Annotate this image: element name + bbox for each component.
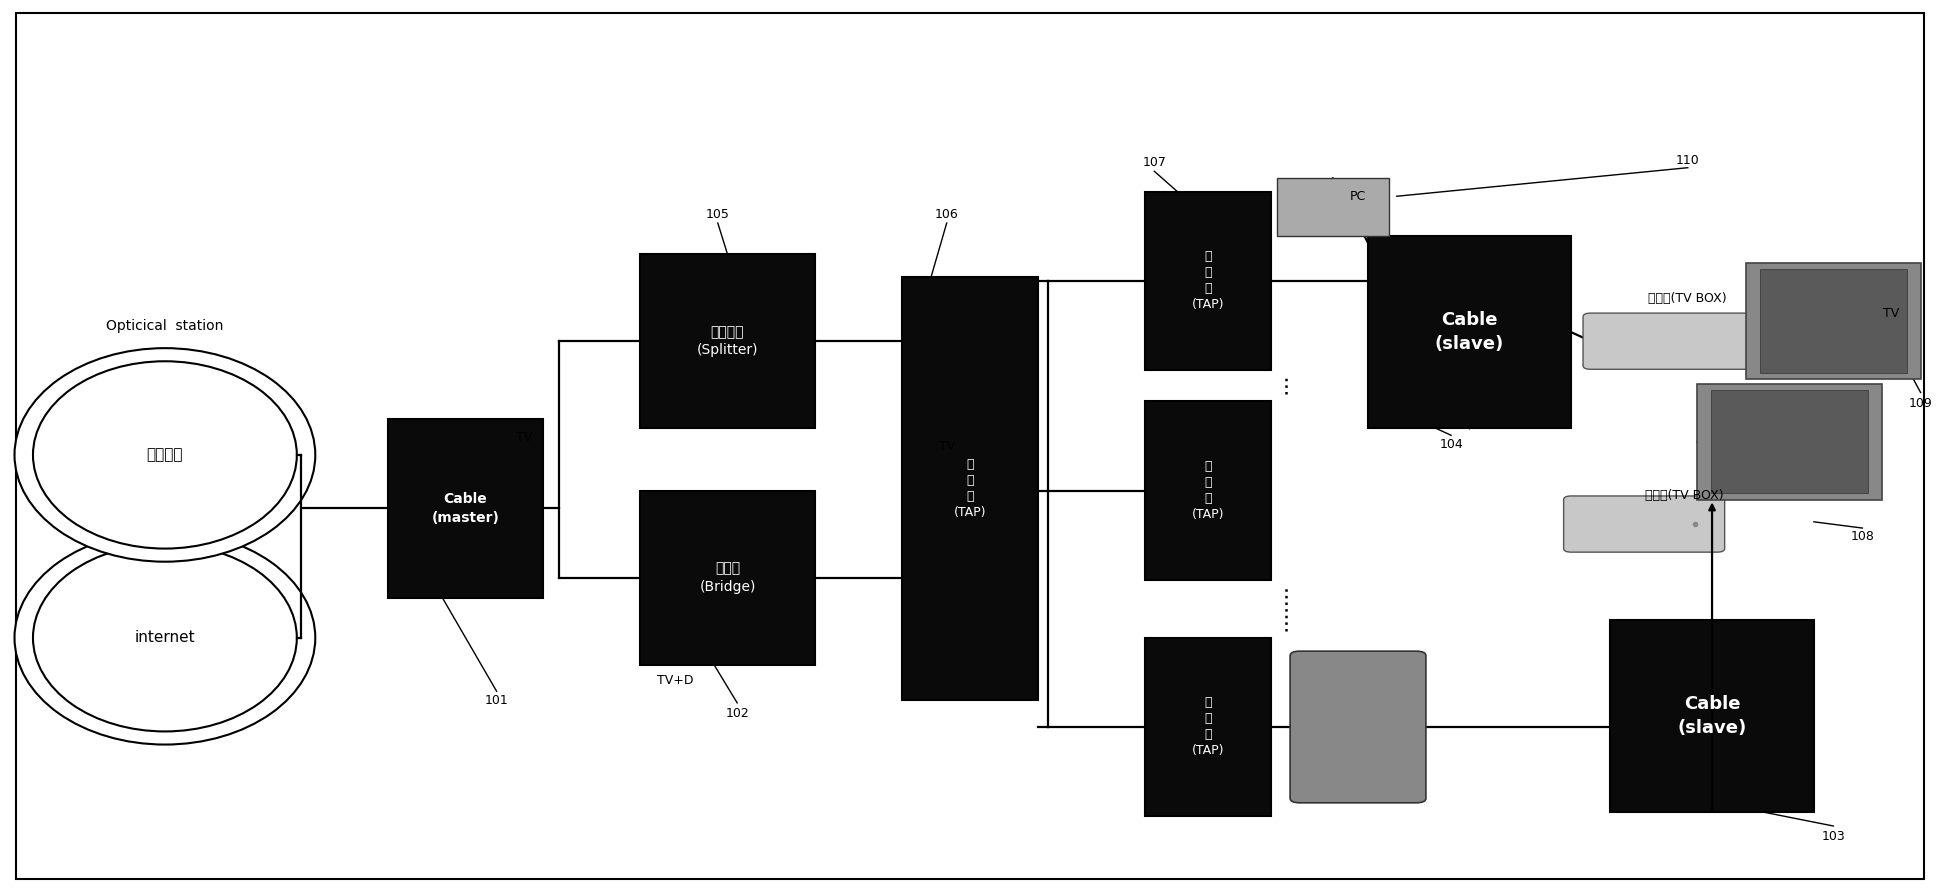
Text: 109: 109 [1908,397,1931,409]
Text: Cable
(slave): Cable (slave) [1435,311,1503,353]
Text: Opticical  station: Opticical station [107,318,223,333]
Text: 101: 101 [485,694,508,706]
Bar [1367,236,1571,428]
Text: 107: 107 [1142,156,1165,169]
Text: internet: internet [134,631,196,645]
Bar [640,491,814,665]
Text: TV: TV [938,440,954,452]
Text: 分
支
器
(TAP): 分 支 器 (TAP) [1191,251,1224,311]
Bar [1144,192,1270,370]
Text: PC: PC [1350,190,1365,202]
Bar [640,254,814,428]
Text: 110: 110 [1675,154,1699,167]
FancyBboxPatch shape [1582,313,1753,369]
Text: TV+D: TV+D [657,674,692,687]
Bar [1759,269,1906,373]
Text: 机顶盒(TV BOX): 机顶盒(TV BOX) [1644,489,1722,501]
Text: TV: TV [516,431,531,443]
Bar [1609,620,1813,812]
Ellipse shape [33,544,297,731]
Bar [1710,390,1867,493]
Text: 光放大器: 光放大器 [147,448,182,462]
Ellipse shape [33,361,297,549]
Text: 分
配
器
(TAP): 分 配 器 (TAP) [954,458,985,519]
Bar [1144,638,1270,816]
Text: 104: 104 [1439,438,1462,450]
Text: 桥接器
(Bridge): 桥接器 (Bridge) [698,561,756,594]
Text: Cable
(slave): Cable (slave) [1677,695,1745,737]
Bar [1697,384,1881,500]
Text: 分
支
器
(TAP): 分 支 器 (TAP) [1191,697,1224,757]
Ellipse shape [14,348,316,562]
Text: 电放大器
(Splitter): 电放大器 (Splitter) [696,325,758,358]
Bar [1144,401,1270,580]
Text: 103: 103 [1821,830,1844,843]
Text: 106: 106 [935,208,958,220]
Text: 108: 108 [1850,531,1873,543]
Bar [902,277,1037,700]
FancyBboxPatch shape [1563,496,1724,552]
Bar [1276,178,1388,236]
Text: TV: TV [1883,308,1898,320]
Text: 102: 102 [725,707,748,720]
Text: 105: 105 [706,208,729,220]
Ellipse shape [14,531,316,745]
Text: Cable
(master): Cable (master) [432,492,498,524]
Bar [1745,263,1920,379]
FancyBboxPatch shape [1289,651,1425,803]
Text: 机顶盒(TV BOX): 机顶盒(TV BOX) [1648,293,1726,305]
Text: 分
支
器
(TAP): 分 支 器 (TAP) [1191,460,1224,521]
Bar [388,419,543,598]
